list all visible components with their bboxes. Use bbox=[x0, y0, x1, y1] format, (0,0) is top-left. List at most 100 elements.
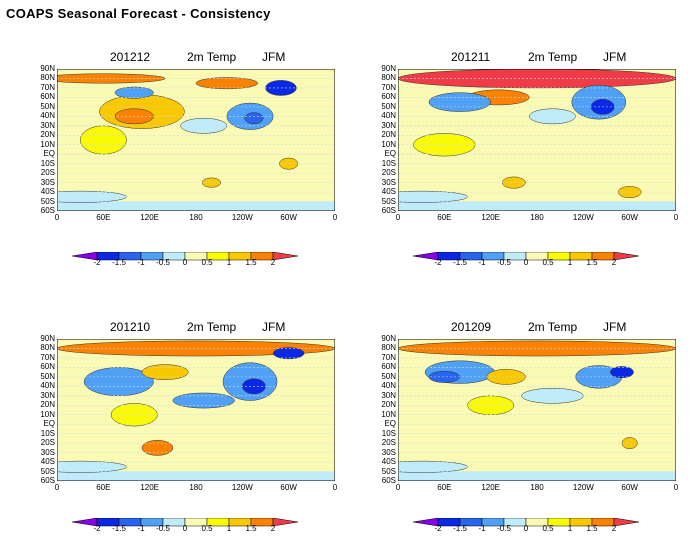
lat-label: 70N bbox=[381, 352, 396, 362]
colorbar-label: 0.5 bbox=[542, 524, 554, 533]
lon-label: 0 bbox=[395, 213, 401, 222]
colorbar-extend-arrow bbox=[272, 517, 299, 527]
lat-label: 50S bbox=[40, 466, 55, 476]
panel-date: 201210 bbox=[110, 320, 151, 334]
lat-label: 10N bbox=[381, 409, 396, 419]
lat-label: EQ bbox=[43, 149, 55, 159]
lon-label: 60E bbox=[437, 213, 452, 222]
panel-season: JFM bbox=[603, 320, 627, 334]
lat-label: 40S bbox=[40, 187, 55, 197]
colorbar-label: 2 bbox=[270, 258, 276, 267]
colorbar-label: 1.5 bbox=[586, 258, 598, 267]
lat-label: 60N bbox=[40, 92, 55, 102]
colorbar-label: 2 bbox=[611, 258, 617, 267]
colorbar-label: 1 bbox=[567, 258, 573, 267]
map-panel-201209: 201209 2m Temp JFM 90N 80N 70N 60N 50N 40N 30N 20N… bbox=[341, 320, 681, 555]
anomaly-region bbox=[141, 440, 174, 456]
lon-label: 120E bbox=[140, 483, 159, 492]
panel-season: JFM bbox=[603, 50, 627, 64]
colorbar-label: -1 bbox=[478, 524, 486, 533]
panel-variable: 2m Temp bbox=[187, 320, 237, 334]
lat-label: 70N bbox=[40, 82, 55, 92]
colorbar-label: -0.5 bbox=[497, 258, 511, 267]
lat-label: 20S bbox=[40, 438, 55, 448]
panel-variable: 2m Temp bbox=[187, 50, 237, 64]
lat-label: 10N bbox=[40, 409, 55, 419]
anomaly-region bbox=[141, 364, 189, 380]
lat-label: EQ bbox=[384, 419, 396, 429]
anomaly-region bbox=[502, 176, 526, 189]
panel-season: JFM bbox=[262, 320, 286, 334]
panel-variable: 2m Temp bbox=[528, 320, 578, 334]
lat-label: 80N bbox=[40, 73, 55, 83]
lon-label: 60W bbox=[621, 213, 638, 222]
lat-label: 10S bbox=[381, 428, 396, 438]
map-panel-201210: 201210 2m Temp JFM 90N 80N 70N 60N 50N 40N 30N 20N… bbox=[0, 320, 340, 555]
lat-label: 80N bbox=[40, 343, 55, 353]
lat-label: 70N bbox=[40, 352, 55, 362]
lat-label: 50S bbox=[381, 466, 396, 476]
lat-label: 50S bbox=[381, 196, 396, 206]
lat-label: 90N bbox=[40, 334, 55, 343]
lat-label: 60S bbox=[381, 476, 396, 485]
lon-label: 180 bbox=[530, 213, 544, 222]
colorbar-label: -2 bbox=[93, 524, 101, 533]
lon-label: 0 bbox=[673, 483, 679, 492]
lon-label: 0 bbox=[673, 213, 679, 222]
colorbar-label: -1.5 bbox=[112, 524, 126, 533]
lat-label: 30S bbox=[40, 447, 55, 457]
lat-label: 20N bbox=[381, 130, 396, 140]
anomaly-region bbox=[621, 437, 638, 450]
colorbar-label: 1.5 bbox=[245, 258, 257, 267]
anomaly-map bbox=[398, 339, 676, 481]
lon-label: 60E bbox=[96, 213, 111, 222]
lon-label: 60W bbox=[621, 483, 638, 492]
lon-label: 60W bbox=[280, 483, 297, 492]
colorbar: -2 -1.5 -1 -0.5 0 0.5 1 1.5 2 bbox=[412, 515, 663, 533]
anomaly-region bbox=[529, 108, 576, 125]
lat-label: EQ bbox=[43, 419, 55, 429]
lat-label: 40S bbox=[40, 457, 55, 467]
lat-label: 10S bbox=[40, 158, 55, 168]
anomaly-region bbox=[244, 112, 264, 125]
colorbar-label: -1.5 bbox=[453, 258, 467, 267]
lon-label: 0 bbox=[332, 213, 338, 222]
anomaly-region bbox=[57, 340, 335, 357]
lon-label: 120W bbox=[231, 483, 253, 492]
lat-label: 50N bbox=[40, 371, 55, 381]
anomaly-region bbox=[172, 392, 235, 409]
anomaly-region bbox=[57, 460, 127, 473]
colorbar-label: -1 bbox=[137, 524, 145, 533]
lat-label: 70N bbox=[381, 82, 396, 92]
figure-title: COAPS Seasonal Forecast - Consistency bbox=[6, 6, 271, 21]
lat-label: 40S bbox=[381, 187, 396, 197]
colorbar-label: -0.5 bbox=[156, 524, 170, 533]
lat-label: 10S bbox=[381, 158, 396, 168]
lon-label: 120W bbox=[231, 213, 253, 222]
colorbar-label: -1 bbox=[478, 258, 486, 267]
colorbar-extend-arrow bbox=[613, 251, 640, 261]
lat-label: 90N bbox=[40, 64, 55, 73]
colorbar-label: -2 bbox=[93, 258, 101, 267]
colorbar-label: -1.5 bbox=[453, 524, 467, 533]
anomaly-region bbox=[57, 190, 127, 203]
lon-label: 120E bbox=[140, 213, 159, 222]
colorbar-label: 0.5 bbox=[201, 258, 213, 267]
colorbar-label: 0.5 bbox=[542, 258, 554, 267]
lon-label: 180 bbox=[530, 483, 544, 492]
anomaly-map bbox=[398, 69, 676, 211]
colorbar-label: -2 bbox=[434, 258, 442, 267]
anomaly-region bbox=[79, 125, 127, 155]
lon-label: 60W bbox=[280, 213, 297, 222]
lat-label: 30S bbox=[381, 177, 396, 187]
anomaly-map bbox=[57, 69, 335, 211]
lon-label: 0 bbox=[332, 483, 338, 492]
lat-label: 80N bbox=[381, 73, 396, 83]
anomaly-region bbox=[617, 186, 642, 198]
anomaly-region bbox=[398, 340, 676, 357]
colorbar-label: 2 bbox=[270, 524, 276, 533]
lon-label: 0 bbox=[54, 483, 60, 492]
map-panel-201212: 201212 2m Temp JFM 90N 80N 70N 60N 50N 40N 30N 20N… bbox=[0, 50, 340, 285]
colorbar-label: -2 bbox=[434, 524, 442, 533]
colorbar-label: 1.5 bbox=[586, 524, 598, 533]
